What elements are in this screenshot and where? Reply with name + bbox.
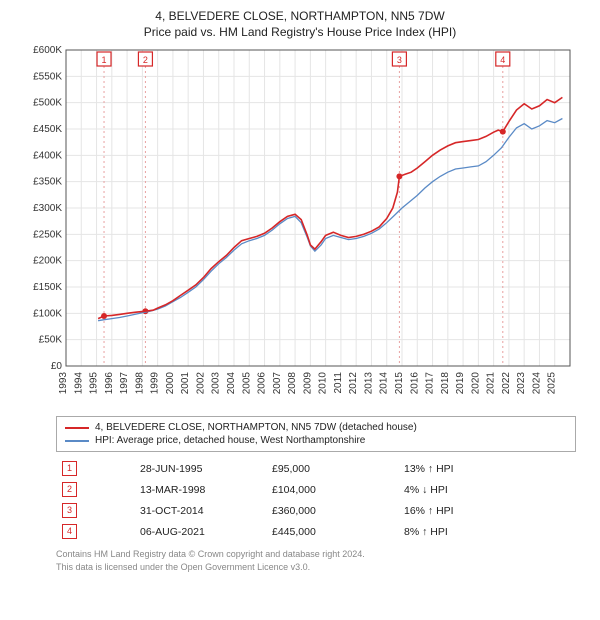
svg-text:2021: 2021 <box>486 372 497 395</box>
svg-text:2010: 2010 <box>318 372 329 395</box>
svg-text:£0: £0 <box>51 361 63 372</box>
event-price: £445,000 <box>266 521 398 542</box>
event-date: 28-JUN-1995 <box>134 458 266 479</box>
chart-title: 4, BELVEDERE CLOSE, NORTHAMPTON, NN5 7DW… <box>10 8 590 40</box>
event-date: 06-AUG-2021 <box>134 521 266 542</box>
event-row: 4 06-AUG-2021£445,0008% ↑ HPI <box>56 521 576 542</box>
legend-item: HPI: Average price, detached house, West… <box>65 434 567 447</box>
svg-text:2024: 2024 <box>531 372 542 395</box>
event-marker: 3 <box>62 503 77 518</box>
svg-text:2004: 2004 <box>226 372 237 395</box>
svg-text:£350K: £350K <box>33 177 62 188</box>
svg-text:£250K: £250K <box>33 230 62 241</box>
event-delta: 13% ↑ HPI <box>398 458 576 479</box>
svg-text:2007: 2007 <box>272 372 283 395</box>
svg-text:2003: 2003 <box>211 372 222 395</box>
svg-text:1995: 1995 <box>89 372 100 395</box>
event-delta: 16% ↑ HPI <box>398 500 576 521</box>
svg-text:2006: 2006 <box>257 372 268 395</box>
svg-text:2014: 2014 <box>379 372 390 395</box>
event-marker: 1 <box>62 461 77 476</box>
svg-text:2002: 2002 <box>195 372 206 395</box>
svg-text:£100K: £100K <box>33 309 62 320</box>
svg-text:£450K: £450K <box>33 124 62 135</box>
svg-text:2018: 2018 <box>440 372 451 395</box>
svg-text:2000: 2000 <box>165 372 176 395</box>
attribution-line-1: Contains HM Land Registry data © Crown c… <box>56 548 576 560</box>
title-line-1: 4, BELVEDERE CLOSE, NORTHAMPTON, NN5 7DW <box>10 8 590 24</box>
svg-text:£150K: £150K <box>33 282 62 293</box>
svg-text:2020: 2020 <box>470 372 481 395</box>
svg-text:1997: 1997 <box>119 372 130 395</box>
event-row: 2 13-MAR-1998£104,0004% ↓ HPI <box>56 479 576 500</box>
svg-text:2012: 2012 <box>348 372 359 395</box>
svg-text:2019: 2019 <box>455 372 466 395</box>
event-row: 1 28-JUN-1995£95,00013% ↑ HPI <box>56 458 576 479</box>
event-price: £104,000 <box>266 479 398 500</box>
event-price: £95,000 <box>266 458 398 479</box>
svg-text:2022: 2022 <box>501 372 512 395</box>
event-date: 31-OCT-2014 <box>134 500 266 521</box>
svg-text:1994: 1994 <box>73 372 84 395</box>
event-marker: 2 <box>62 482 77 497</box>
svg-text:£400K: £400K <box>33 151 62 162</box>
events-table: 1 28-JUN-1995£95,00013% ↑ HPI 2 13-MAR-1998… <box>56 458 576 542</box>
svg-text:2: 2 <box>143 55 148 65</box>
svg-text:1999: 1999 <box>150 372 161 395</box>
event-date: 13-MAR-1998 <box>134 479 266 500</box>
legend-label: 4, BELVEDERE CLOSE, NORTHAMPTON, NN5 7DW… <box>95 422 417 433</box>
svg-text:2017: 2017 <box>425 372 436 395</box>
event-delta: 8% ↑ HPI <box>398 521 576 542</box>
svg-text:£300K: £300K <box>33 203 62 214</box>
event-row: 3 31-OCT-2014£360,00016% ↑ HPI <box>56 500 576 521</box>
svg-text:3: 3 <box>397 55 402 65</box>
svg-text:1996: 1996 <box>104 372 115 395</box>
event-marker: 4 <box>62 524 77 539</box>
svg-text:1993: 1993 <box>58 372 69 395</box>
svg-text:£600K: £600K <box>33 46 62 56</box>
event-price: £360,000 <box>266 500 398 521</box>
legend-item: 4, BELVEDERE CLOSE, NORTHAMPTON, NN5 7DW… <box>65 421 567 434</box>
chart-container: 4, BELVEDERE CLOSE, NORTHAMPTON, NN5 7DW… <box>0 0 600 585</box>
title-line-2: Price paid vs. HM Land Registry's House … <box>10 24 590 40</box>
legend-swatch <box>65 427 89 429</box>
svg-text:2001: 2001 <box>180 372 191 395</box>
attribution-line-2: This data is licensed under the Open Gov… <box>56 561 576 573</box>
plot-svg: £0 £50K £100K £150K £200K £250K £300K £350K £400… <box>20 46 580 406</box>
svg-text:2013: 2013 <box>363 372 374 395</box>
svg-text:2015: 2015 <box>394 372 405 395</box>
legend-swatch <box>65 440 89 442</box>
legend: 4, BELVEDERE CLOSE, NORTHAMPTON, NN5 7DW… <box>56 416 576 452</box>
svg-text:2008: 2008 <box>287 372 298 395</box>
svg-text:2009: 2009 <box>302 372 313 395</box>
svg-text:2011: 2011 <box>333 372 344 394</box>
svg-text:2005: 2005 <box>241 372 252 395</box>
svg-text:1998: 1998 <box>134 372 145 395</box>
svg-text:2016: 2016 <box>409 372 420 395</box>
svg-text:2025: 2025 <box>547 372 558 395</box>
attribution: Contains HM Land Registry data © Crown c… <box>56 548 576 572</box>
legend-label: HPI: Average price, detached house, West… <box>95 435 365 446</box>
svg-text:4: 4 <box>500 55 505 65</box>
svg-text:£500K: £500K <box>33 98 62 109</box>
svg-text:£200K: £200K <box>33 256 62 267</box>
svg-text:2023: 2023 <box>516 372 527 395</box>
svg-text:£550K: £550K <box>33 72 62 83</box>
svg-text:£50K: £50K <box>39 335 63 346</box>
svg-text:1: 1 <box>102 55 107 65</box>
plot-area: £0 £50K £100K £150K £200K £250K £300K £350K £400… <box>20 46 580 406</box>
event-delta: 4% ↓ HPI <box>398 479 576 500</box>
